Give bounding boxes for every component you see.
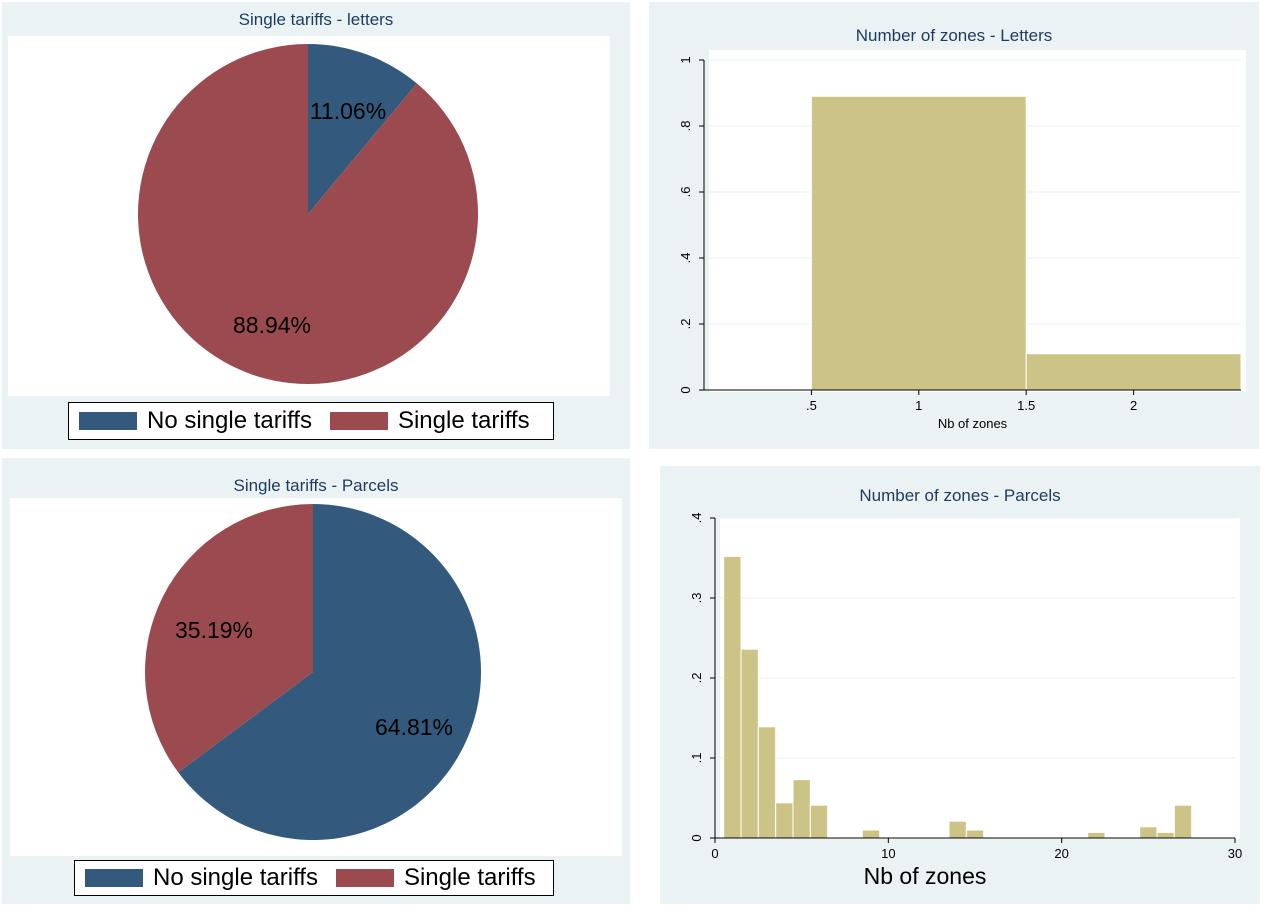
y-tick-label: .8 [678, 121, 693, 132]
histogram-letters: 0.2.4.6.81.5 1 1.5 2Nb of zones [678, 56, 1242, 431]
legend-swatch [329, 412, 388, 430]
slice-label: 64.81% [375, 714, 453, 740]
histogram-bar [775, 802, 794, 839]
legend-label: Single tariffs [403, 864, 536, 891]
pie-chart-letters: 11.06% 88.94% [137, 44, 478, 384]
legend-label: No single tariffs [153, 864, 318, 891]
legend-swatch [79, 412, 137, 430]
y-tick-label: .4 [678, 253, 693, 264]
legend: No single tariffs Single tariffs [68, 402, 554, 440]
y-tick-label: .1 [689, 753, 704, 764]
legend-item-single: Single tariffs [335, 864, 536, 892]
pie-slice [308, 44, 417, 214]
chart-title: Number of zones - Letters [855, 26, 1053, 45]
y-tick-label: 0 [678, 386, 693, 393]
slice-label: 11.06% [310, 98, 386, 124]
y-tick-label: .3 [689, 593, 704, 604]
slice-label: 88.94% [233, 312, 311, 338]
pie-letters-panel: Single tariffs - letters 11.06% 88.94% No… [2, 2, 630, 449]
x-axis-label: Nb of zones [864, 863, 987, 889]
histogram-bar [1156, 831, 1175, 839]
pie-slice [178, 504, 481, 840]
x-axis-label: Nb of zones [938, 416, 1008, 431]
histogram-parcels: 0 .1 .2 .3 .4 0 10 20 30 Nb of zones [689, 513, 1242, 889]
chart-title: Single tariffs - Parcels [233, 476, 399, 495]
y-tick-label: 1 [678, 56, 693, 63]
y-tick-label: .2 [678, 319, 693, 330]
histogram-bar [810, 95, 1027, 391]
histogram-bar [1025, 353, 1242, 391]
hist-parcels-panel: Number of zones - Parcels 0 .1 .2 .3 .4 0 10 20… [660, 466, 1260, 904]
legend-item-single: Single tariffs [329, 407, 530, 435]
histogram-bar [809, 804, 829, 839]
legend-label: No single tariffs [147, 407, 312, 434]
x-tick-label: 1.5 [1017, 398, 1035, 413]
x-tick-label: 20 [1054, 846, 1068, 861]
hist-letters-panel: Number of zones - Letters 0.2.4.6.8 1.5 1 1… [649, 2, 1259, 449]
slice-label: 35.19% [175, 617, 253, 643]
pie-parcels-panel: Single tariffs - Parcels 64.81% 35.19% No… [2, 458, 630, 904]
histogram-bar [1087, 831, 1106, 839]
chart-title: Number of zones - Parcels [859, 486, 1061, 505]
histogram-bar [1173, 804, 1193, 839]
x-tick-label: 0 [711, 846, 718, 861]
y-tick-label: 0 [689, 834, 704, 841]
legend: No single tariffs Single tariffs [74, 860, 554, 896]
histogram-bar [723, 555, 742, 839]
histogram-bar [740, 648, 759, 839]
pie-slice [144, 504, 313, 773]
x-tick-label: 30 [1228, 846, 1242, 861]
histogram-bar [861, 829, 881, 839]
y-tick-label: .2 [689, 673, 704, 684]
x-tick-label: 1 [915, 398, 922, 413]
histogram-bar [792, 779, 811, 839]
y-tick-label: .4 [689, 513, 704, 524]
x-tick-label: .5 [806, 398, 817, 413]
histogram-bar [948, 820, 967, 839]
x-tick-label: 10 [881, 846, 895, 861]
legend-label: Single tariffs [397, 407, 530, 434]
legend-item-no-single: No single tariffs [85, 864, 318, 892]
chart-title: Single tariffs - letters [238, 10, 394, 29]
pie-chart-parcels: 64.81% 35.19% [144, 504, 481, 840]
legend-swatch [85, 869, 143, 887]
histogram-bar [757, 726, 777, 839]
histogram-bar [965, 829, 985, 839]
y-tick-label: .6 [678, 187, 693, 198]
pie-slice [137, 44, 478, 384]
legend-item-no-single: No single tariffs [79, 407, 312, 435]
histogram-bar [1139, 826, 1158, 839]
legend-swatch [335, 869, 394, 887]
x-tick-label: 2 [1130, 398, 1137, 413]
